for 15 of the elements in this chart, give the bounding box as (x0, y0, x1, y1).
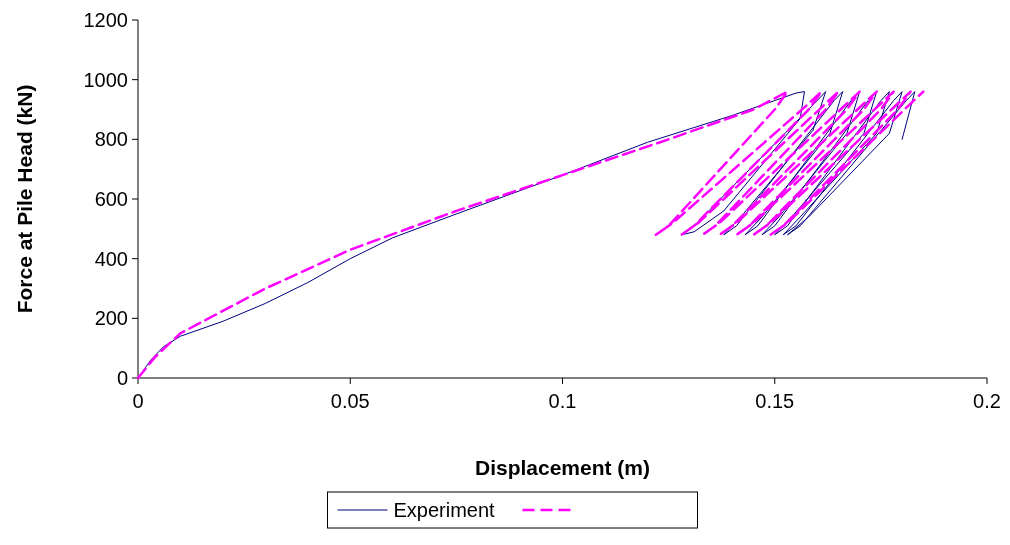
x-tick-label: 0.15 (755, 390, 795, 412)
legend-label: Experiment (393, 499, 496, 521)
x-tick-label: 0.05 (330, 390, 370, 412)
x-tick-label: 0.1 (548, 390, 577, 412)
y-tick-label: 800 (94, 128, 128, 151)
x-tick-label: 0.2 (973, 390, 1001, 412)
y-tick-label: 400 (94, 247, 128, 270)
y-axis-title: Force at Pile Head (kN) (13, 84, 36, 314)
x-axis-title: Displacement (m) (474, 456, 651, 479)
y-tick-label: 0 (116, 367, 128, 389)
x-tick-label: 0 (132, 390, 144, 412)
y-tick-label: 1000 (83, 68, 128, 91)
y-tick-label: 1200 (83, 9, 128, 31)
y-tick-label: 200 (94, 307, 128, 330)
y-tick-label: 600 (94, 188, 128, 210)
